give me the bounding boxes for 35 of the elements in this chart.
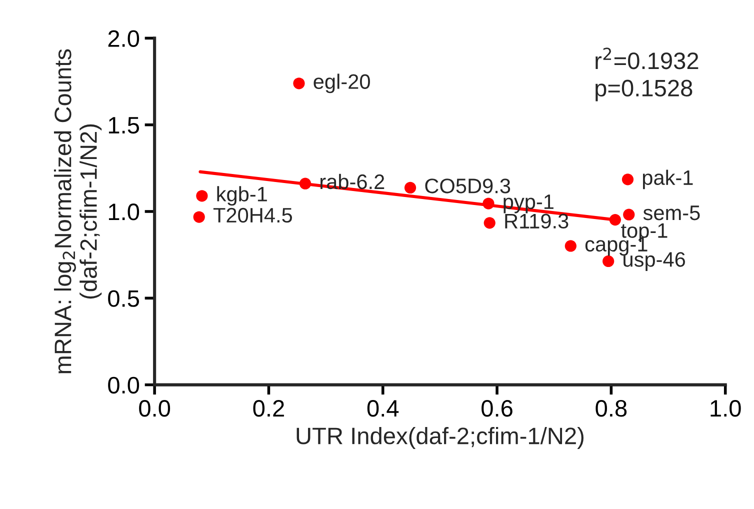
x-tick-label: 0.0 — [139, 400, 170, 417]
y-tick-label: 0.0 — [108, 376, 140, 394]
x-tick-label: 0.2 — [253, 400, 284, 417]
point — [622, 174, 634, 186]
point — [193, 211, 205, 223]
y-tick-label: 2.0 — [108, 30, 140, 47]
x-tick-label: 0.4 — [367, 400, 399, 417]
annotation: CO5D9.3 — [425, 178, 510, 194]
y-tick-label: 1.5 — [108, 117, 139, 134]
x-tick-label: 0.6 — [482, 400, 512, 417]
annotation: R119.3 — [505, 214, 568, 229]
annotation: egl-20 — [314, 74, 370, 94]
point — [196, 190, 208, 202]
y-axis-title: mRNA: log$_{2}$Normalized Counts (daf-2;cfim-1/N2) — [54, 49, 102, 374]
point — [482, 198, 494, 210]
x-tick-label: 0.8 — [596, 400, 627, 417]
annotation: T20H4.5 — [213, 208, 292, 223]
annotation: r$^{2}$=0.1932 p=0.1528 — [596, 48, 698, 102]
point — [484, 217, 496, 229]
point — [404, 182, 416, 194]
point — [609, 214, 621, 226]
point — [623, 208, 635, 220]
annotation: pyp-1 — [504, 194, 554, 214]
annotation: sem-5 — [643, 206, 700, 220]
point — [602, 255, 614, 268]
x-tick-label: 1.0 — [710, 400, 741, 417]
point — [564, 240, 576, 252]
annotation: pak-1 — [642, 170, 693, 190]
y-tick-label: 1.0 — [108, 204, 140, 220]
x-axis-title: UTR Index(daf-2;cfim-1/N2) — [296, 426, 584, 449]
annotation: kgb-1 — [217, 186, 267, 206]
point — [299, 178, 312, 190]
y-tick-label: 0.5 — [108, 290, 139, 307]
point — [293, 78, 305, 90]
annotation: rab-6.2 — [320, 174, 384, 190]
